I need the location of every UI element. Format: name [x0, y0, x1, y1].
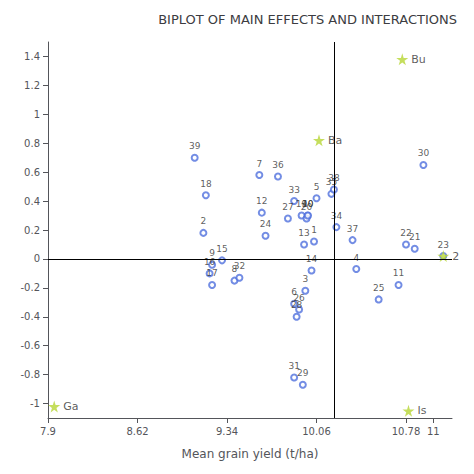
- svg-text:0.4: 0.4: [24, 196, 40, 207]
- svg-text:-0.4: -0.4: [20, 311, 40, 322]
- svg-text:36: 36: [272, 160, 284, 170]
- svg-text:11: 11: [393, 268, 404, 278]
- svg-text:Is: Is: [417, 404, 426, 417]
- svg-text:27: 27: [282, 202, 293, 212]
- svg-text:30: 30: [418, 148, 430, 158]
- svg-text:3: 3: [302, 274, 308, 284]
- svg-text:4: 4: [353, 253, 359, 263]
- svg-text:-0.8: -0.8: [20, 369, 40, 380]
- svg-text:1.4: 1.4: [24, 51, 40, 62]
- svg-text:8.62: 8.62: [126, 426, 148, 437]
- svg-text:-0.6: -0.6: [20, 340, 40, 351]
- svg-text:37: 37: [347, 224, 358, 234]
- svg-text:-0.2: -0.2: [20, 282, 40, 293]
- svg-text:40: 40: [302, 199, 314, 209]
- svg-text:9: 9: [209, 248, 215, 259]
- svg-text:13: 13: [298, 228, 309, 238]
- svg-text:10.78: 10.78: [392, 426, 421, 437]
- svg-text:28: 28: [291, 300, 303, 310]
- svg-text:1.2: 1.2: [24, 80, 40, 91]
- svg-text:Ba: Ba: [328, 134, 342, 147]
- svg-text:17: 17: [206, 268, 217, 278]
- svg-text:38: 38: [328, 173, 340, 183]
- svg-text:2: 2: [452, 250, 459, 263]
- svg-text:24: 24: [260, 219, 272, 229]
- svg-text:0: 0: [34, 253, 40, 264]
- svg-text:32: 32: [234, 261, 245, 271]
- svg-text:9.34: 9.34: [216, 426, 238, 437]
- svg-text:21: 21: [409, 232, 421, 243]
- svg-text:34: 34: [331, 211, 343, 221]
- svg-text:26: 26: [293, 293, 305, 303]
- svg-text:0.8: 0.8: [24, 138, 40, 149]
- svg-text:5: 5: [314, 182, 320, 192]
- svg-text:7: 7: [256, 159, 262, 169]
- svg-text:2: 2: [201, 216, 207, 226]
- svg-text:Bu: Bu: [411, 53, 426, 66]
- svg-text:11: 11: [427, 426, 440, 437]
- svg-text:16: 16: [204, 257, 216, 267]
- svg-text:1: 1: [34, 109, 40, 120]
- svg-text:10: 10: [302, 199, 314, 209]
- svg-text:7.9: 7.9: [40, 426, 56, 437]
- svg-text:33: 33: [288, 185, 299, 195]
- svg-text:0.2: 0.2: [24, 225, 40, 236]
- svg-text:15: 15: [216, 244, 227, 254]
- svg-text:25: 25: [373, 283, 384, 293]
- svg-text:1: 1: [311, 225, 317, 235]
- svg-text:22: 22: [400, 228, 411, 238]
- svg-text:31: 31: [288, 361, 299, 371]
- svg-text:39: 39: [189, 141, 201, 151]
- svg-text:14: 14: [306, 254, 318, 264]
- svg-text:0.6: 0.6: [24, 167, 40, 178]
- svg-text:BIPLOT OF MAIN EFFECTS AND INT: BIPLOT OF MAIN EFFECTS AND INTERACTIONS: [158, 12, 457, 27]
- svg-text:12: 12: [256, 196, 267, 206]
- svg-text:Ga: Ga: [63, 400, 78, 413]
- svg-text:Mean grain yield (t/ha): Mean grain yield (t/ha): [182, 447, 319, 461]
- svg-text:29: 29: [297, 368, 309, 379]
- svg-text:-1: -1: [30, 398, 40, 409]
- svg-text:10.06: 10.06: [302, 426, 331, 437]
- svg-text:23: 23: [438, 240, 449, 250]
- svg-text:18: 18: [200, 179, 212, 189]
